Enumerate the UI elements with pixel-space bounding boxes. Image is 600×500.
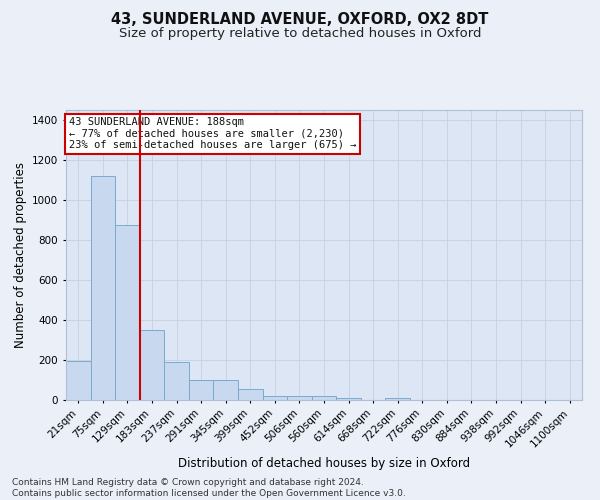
Bar (385, 398, 410, 400)
Text: Contains HM Land Registry data © Crown copyright and database right 2024.
Contai: Contains HM Land Registry data © Crown c… (12, 478, 406, 498)
Bar (164, 362, 189, 400)
Bar (189, 380, 214, 400)
X-axis label: Distribution of detached houses by size in Oxford: Distribution of detached houses by size … (178, 458, 470, 470)
Bar (214, 380, 238, 400)
Bar (312, 396, 336, 400)
Y-axis label: Number of detached properties: Number of detached properties (14, 162, 26, 348)
Text: Size of property relative to detached houses in Oxford: Size of property relative to detached ho… (119, 28, 481, 40)
Bar (336, 398, 361, 400)
Text: 43 SUNDERLAND AVENUE: 188sqm
← 77% of detached houses are smaller (2,230)
23% of: 43 SUNDERLAND AVENUE: 188sqm ← 77% of de… (68, 117, 356, 150)
Bar (263, 396, 287, 400)
Bar (287, 396, 312, 400)
Bar (140, 330, 164, 400)
Bar (238, 390, 263, 400)
Bar (91, 176, 115, 400)
Bar (115, 225, 140, 400)
Text: 43, SUNDERLAND AVENUE, OXFORD, OX2 8DT: 43, SUNDERLAND AVENUE, OXFORD, OX2 8DT (112, 12, 488, 28)
Bar (66, 361, 91, 400)
